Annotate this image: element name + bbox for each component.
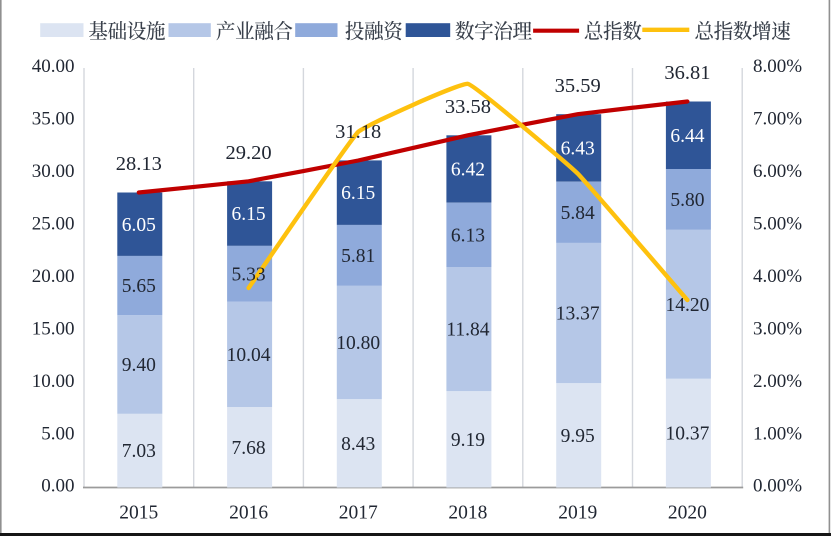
svg-text:2016: 2016: [229, 503, 268, 524]
svg-text:35.59: 35.59: [555, 75, 601, 97]
svg-text:6.44: 6.44: [670, 126, 704, 147]
svg-text:31.18: 31.18: [335, 121, 381, 143]
svg-text:25.00: 25.00: [32, 214, 75, 235]
svg-text:11.84: 11.84: [446, 320, 489, 341]
svg-text:33.58: 33.58: [445, 96, 491, 118]
svg-text:9.40: 9.40: [122, 355, 156, 376]
svg-text:30.00: 30.00: [32, 161, 75, 182]
svg-text:5.33: 5.33: [232, 264, 266, 285]
svg-text:2.00%: 2.00%: [753, 371, 802, 392]
svg-text:2019: 2019: [558, 503, 597, 524]
svg-text:2017: 2017: [339, 503, 378, 524]
svg-text:40.00: 40.00: [32, 56, 75, 77]
svg-text:20.00: 20.00: [32, 266, 75, 287]
svg-text:10.37: 10.37: [665, 424, 709, 445]
svg-text:8.00%: 8.00%: [753, 56, 802, 77]
svg-text:5.81: 5.81: [341, 246, 375, 267]
svg-text:29.20: 29.20: [226, 142, 272, 164]
svg-text:36.81: 36.81: [664, 62, 710, 84]
svg-text:15.00: 15.00: [32, 318, 75, 339]
svg-text:5.00: 5.00: [41, 423, 74, 444]
svg-text:6.15: 6.15: [341, 183, 375, 204]
svg-text:8.43: 8.43: [341, 434, 375, 455]
svg-text:6.42: 6.42: [451, 160, 485, 181]
svg-text:6.05: 6.05: [122, 215, 156, 236]
svg-text:5.00%: 5.00%: [753, 214, 802, 235]
svg-text:0.00%: 0.00%: [753, 476, 802, 497]
svg-text:7.00%: 7.00%: [753, 109, 802, 130]
svg-text:1.00%: 1.00%: [753, 423, 802, 444]
svg-text:6.13: 6.13: [451, 225, 485, 246]
svg-text:0.00: 0.00: [41, 476, 74, 497]
svg-text:28.13: 28.13: [116, 153, 162, 175]
svg-text:2018: 2018: [448, 503, 487, 524]
svg-text:7.03: 7.03: [122, 441, 156, 462]
svg-text:4.00%: 4.00%: [753, 266, 802, 287]
svg-text:7.68: 7.68: [232, 438, 266, 459]
svg-text:10.80: 10.80: [336, 333, 380, 354]
svg-text:35.00: 35.00: [32, 109, 75, 130]
svg-text:10.04: 10.04: [227, 345, 271, 366]
svg-text:3.00%: 3.00%: [753, 318, 802, 339]
svg-text:5.80: 5.80: [670, 190, 704, 211]
svg-text:5.65: 5.65: [122, 276, 156, 297]
svg-text:13.37: 13.37: [556, 304, 600, 325]
svg-text:6.43: 6.43: [561, 139, 595, 160]
svg-text:6.00%: 6.00%: [753, 161, 802, 182]
svg-text:9.19: 9.19: [451, 430, 485, 451]
svg-text:6.15: 6.15: [232, 204, 266, 225]
svg-text:2015: 2015: [119, 503, 158, 524]
svg-text:10.00: 10.00: [32, 371, 75, 392]
svg-text:14.20: 14.20: [665, 295, 709, 316]
svg-text:9.95: 9.95: [561, 426, 595, 447]
svg-text:2020: 2020: [668, 503, 707, 524]
svg-text:5.84: 5.84: [561, 203, 595, 224]
